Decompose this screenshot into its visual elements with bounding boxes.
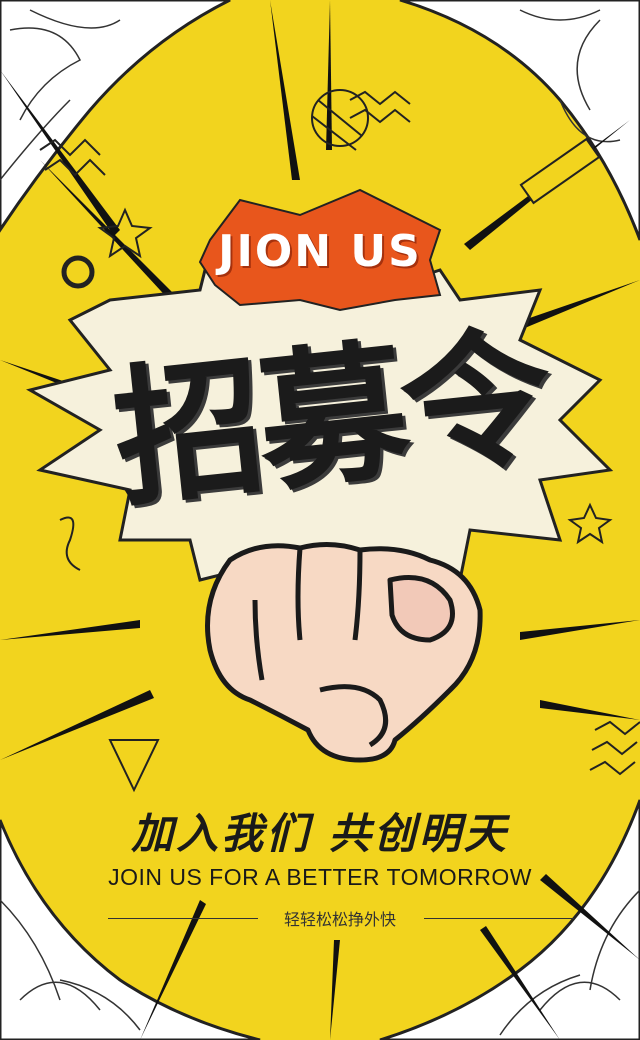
- slogan-english: JOIN US FOR A BETTER TOMORROW: [108, 864, 532, 890]
- divider-left: [108, 918, 258, 919]
- subtitle: 轻轻松松挣外快: [283, 910, 396, 929]
- badge-label: JION US: [218, 226, 422, 277]
- slogan-chinese: 加入我们 共创明天: [131, 809, 509, 858]
- divider-right: [424, 918, 574, 919]
